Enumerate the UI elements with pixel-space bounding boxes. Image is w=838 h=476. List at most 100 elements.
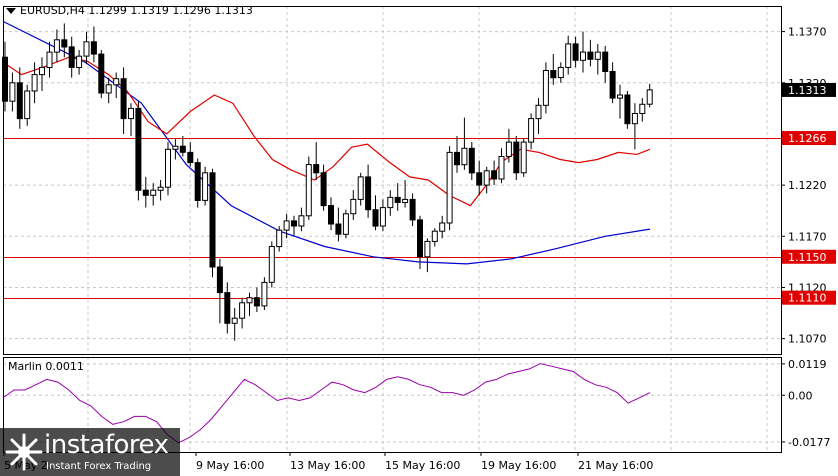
candle-3 [24, 84, 31, 126]
candle-60 [446, 146, 453, 231]
candle-body-84 [624, 94, 631, 125]
candle-body-71 [528, 118, 535, 143]
candle-body-52 [387, 196, 394, 209]
candle-43 [320, 164, 327, 211]
candle-46 [342, 209, 349, 239]
candle-67 [498, 148, 505, 184]
candle-21 [157, 180, 164, 201]
candle-84 [624, 91, 631, 129]
candle-body-28 [209, 172, 216, 268]
candle-76 [565, 35, 572, 75]
candle-body-86 [639, 103, 646, 115]
candle-body-44 [328, 205, 334, 225]
osc-tick-label-2: -0.0177 [788, 436, 830, 449]
candle-body-17 [128, 107, 134, 120]
candle-body-62 [461, 147, 468, 166]
candle-11 [83, 31, 90, 65]
candle-75 [557, 62, 564, 83]
candle-24 [179, 136, 186, 157]
candle-42 [313, 142, 320, 180]
level-tag-1.1110[interactable] [782, 290, 836, 305]
candle-29 [216, 258, 223, 324]
candle-38 [283, 213, 290, 239]
candle-body-59 [439, 222, 446, 232]
instaforex-logo-icon [5, 433, 43, 471]
candle-body-27 [202, 172, 209, 201]
main-plot-frame [3, 6, 782, 355]
candle-77 [572, 36, 579, 68]
candle-59 [439, 215, 446, 239]
candle-body-33 [246, 297, 253, 304]
candle-body-75 [557, 66, 564, 79]
candle-48 [357, 172, 364, 206]
candle-62 [461, 117, 468, 170]
candle-body-53 [394, 196, 401, 203]
grid [3, 6, 781, 452]
candle-body-48 [357, 176, 364, 200]
candle-body-69 [513, 141, 520, 174]
candle-71 [528, 113, 535, 150]
horizontal-levels[interactable] [3, 138, 781, 299]
candle-16 [120, 67, 127, 134]
candle-body-8 [61, 39, 68, 48]
candle-56 [417, 215, 423, 269]
candle-body-24 [179, 145, 186, 153]
candle-31 [231, 307, 238, 341]
level-tag-1.1150[interactable] [782, 249, 836, 264]
candle-body-18 [135, 107, 142, 191]
candle-58 [431, 228, 438, 247]
oscillator-title: Marlin 0.0011 [8, 360, 84, 373]
candle-body-11 [83, 41, 90, 57]
candle-body-57 [424, 240, 431, 258]
candle-body-67 [498, 156, 505, 180]
candle-13 [98, 50, 105, 99]
candle-body-36 [268, 246, 275, 283]
candle-body-81 [602, 51, 609, 72]
candle-12 [90, 26, 97, 63]
osc-tick-label-1: 0.00 [788, 389, 813, 402]
level-tag-label-1.1110: 1.1110 [788, 292, 827, 305]
candle-63 [468, 142, 475, 180]
candle-body-77 [572, 43, 579, 61]
candle-body-42 [313, 164, 320, 174]
candle-body-39 [291, 220, 297, 227]
candle-body-23 [172, 145, 179, 150]
candle-body-46 [342, 213, 349, 235]
price-tick-label-5: 1.1070 [788, 333, 827, 346]
candle-body-16 [120, 78, 127, 120]
oscillator-frame [3, 357, 782, 453]
candle-body-66 [491, 170, 498, 180]
candle-22 [165, 142, 171, 196]
candle-52 [387, 190, 394, 216]
candle-body-0 [2, 56, 8, 102]
candle-body-6 [46, 51, 53, 68]
candle-81 [602, 45, 609, 83]
watermark-name: instaforex [44, 430, 169, 460]
candle-body-65 [483, 170, 490, 186]
candle-83 [617, 84, 623, 119]
candle-86 [639, 98, 646, 122]
candle-body-56 [417, 219, 423, 258]
time-tick-label-1: 9 May 16:00 [196, 459, 264, 472]
candle-body-47 [350, 198, 357, 215]
candle-body-35 [261, 281, 268, 307]
candle-36 [268, 241, 275, 288]
price-axis: 1.13701.13201.12201.11701.11201.10701.12… [781, 26, 836, 346]
candle-body-51 [379, 207, 386, 227]
candle-25 [187, 142, 194, 167]
symbol-menu-icon[interactable] [6, 8, 16, 14]
candle-body-64 [476, 172, 483, 186]
candle-body-85 [631, 113, 638, 125]
candle-body-21 [157, 186, 164, 191]
candle-19 [142, 176, 149, 208]
candle-body-55 [409, 198, 416, 221]
level-tag-label-1.1266: 1.1266 [788, 132, 827, 145]
level-tag-1.1266[interactable] [782, 131, 836, 146]
candle-28 [209, 168, 216, 278]
candle-47 [350, 190, 357, 220]
candle-body-70 [520, 141, 527, 174]
candle-23 [172, 139, 179, 160]
candle-body-34 [253, 297, 260, 307]
candle-4 [31, 62, 38, 104]
candle-78 [580, 31, 586, 73]
